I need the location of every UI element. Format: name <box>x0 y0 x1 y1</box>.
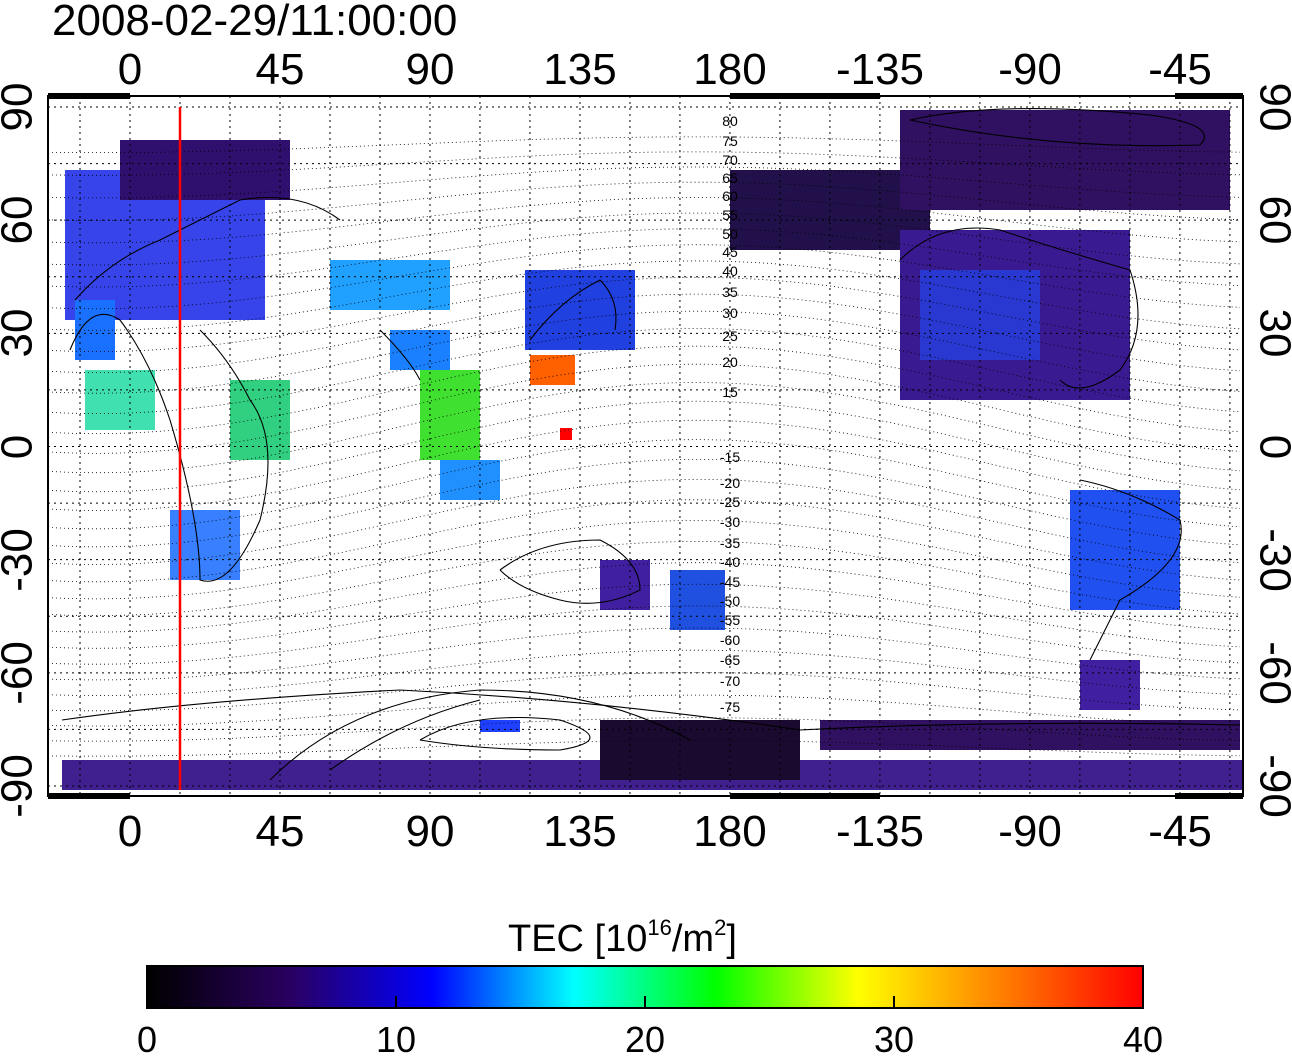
contour-label: -45 <box>720 574 740 590</box>
graticule <box>48 96 1243 796</box>
contour-label: 65 <box>722 170 738 186</box>
lon-tick-label: 90 <box>406 45 455 94</box>
lat-tick-label: 30 <box>0 309 42 358</box>
contour-label: -60 <box>720 632 740 648</box>
coastlines <box>61 108 1241 781</box>
lat-tick-label: 0 <box>0 435 42 459</box>
lon-tick-label: 135 <box>543 807 616 856</box>
contour-label: -15 <box>720 449 740 465</box>
contour-label: 30 <box>722 305 738 321</box>
contour-label: 40 <box>722 263 738 279</box>
contour-label: 50 <box>722 226 738 242</box>
contour-label: -50 <box>720 593 740 609</box>
colorbar-tick-label: 40 <box>1122 1019 1164 1060</box>
contour-label: 75 <box>722 133 738 149</box>
lat-tick-label: -90 <box>0 754 42 818</box>
contour-label: -20 <box>720 475 740 491</box>
colorbar-tickmarks <box>146 996 1144 1008</box>
colorbar-tick-label: 0 <box>136 1019 158 1060</box>
lon-tick-label: 180 <box>693 45 766 94</box>
contour-label: 25 <box>722 328 738 344</box>
map-frame <box>47 95 1244 797</box>
lon-tick-label: 90 <box>406 807 455 856</box>
lon-tick-label: -135 <box>836 807 924 856</box>
lat-tick-label: 90 <box>1250 83 1292 132</box>
colorbar-tick-label: 10 <box>375 1019 417 1060</box>
contour-label: 55 <box>722 207 738 223</box>
lon-tick-label: -45 <box>1148 807 1212 856</box>
lat-tick-label: 60 <box>1250 196 1292 245</box>
lon-tick-label: -90 <box>998 45 1062 94</box>
lat-tick-label: -30 <box>0 528 42 592</box>
colorbar-tick-label: 20 <box>624 1019 666 1060</box>
colorbar-tick-label: 30 <box>873 1019 915 1060</box>
contour-label: 60 <box>722 188 738 204</box>
top-longitude-labels: 0 45 90 135 180 -135 -90 -45 <box>118 45 1212 94</box>
contour-label: 15 <box>722 384 738 400</box>
contour-label: -65 <box>720 652 740 668</box>
lon-tick-label: -45 <box>1148 45 1212 94</box>
lon-tick-label: 45 <box>256 807 305 856</box>
lon-tick-label: 45 <box>256 45 305 94</box>
left-latitude-labels: 90 60 30 0 -30 -60 -90 <box>0 83 42 818</box>
lon-tick-label: 0 <box>118 807 142 856</box>
contour-label: -40 <box>720 554 740 570</box>
lat-tick-label: -60 <box>0 641 42 705</box>
contour-label: 35 <box>722 284 738 300</box>
colorbar-title: TEC [1016/m2] <box>508 915 737 960</box>
contour-label: -30 <box>720 514 740 530</box>
contour-label: -70 <box>720 673 740 689</box>
lon-tick-label: 135 <box>543 45 616 94</box>
contour-labels: 80 75 70 65 60 55 50 45 40 35 30 25 20 15 -15 -20 -25 -30… <box>720 113 740 715</box>
lon-tick-label: 180 <box>693 807 766 856</box>
right-latitude-labels: 90 60 30 0 -30 -60 -90 <box>1250 83 1292 818</box>
lon-tick-label: -90 <box>998 807 1062 856</box>
contour-label: 70 <box>722 152 738 168</box>
lat-tick-label: -60 <box>1250 641 1292 705</box>
bottom-longitude-labels: 0 45 90 135 180 -135 -90 -45 <box>118 807 1212 856</box>
lat-tick-label: -30 <box>1250 528 1292 592</box>
contour-label: -75 <box>720 699 740 715</box>
lon-tick-label: 0 <box>118 45 142 94</box>
contour-label: -55 <box>720 612 740 628</box>
lat-tick-label: -90 <box>1250 754 1292 818</box>
lat-tick-label: 60 <box>0 196 42 245</box>
lat-tick-label: 0 <box>1250 435 1292 459</box>
timestamp-title: 2008-02-29/11:00:00 <box>52 0 458 45</box>
contour-label: 45 <box>722 244 738 260</box>
lat-tick-label: 30 <box>1250 309 1292 358</box>
contour-label: 80 <box>722 113 738 129</box>
contour-label: -35 <box>720 535 740 551</box>
lat-tick-label: 90 <box>0 83 42 132</box>
frame-ticks <box>48 93 1243 799</box>
contour-label: 20 <box>722 354 738 370</box>
contour-label: -25 <box>720 494 740 510</box>
lon-tick-label: -135 <box>836 45 924 94</box>
